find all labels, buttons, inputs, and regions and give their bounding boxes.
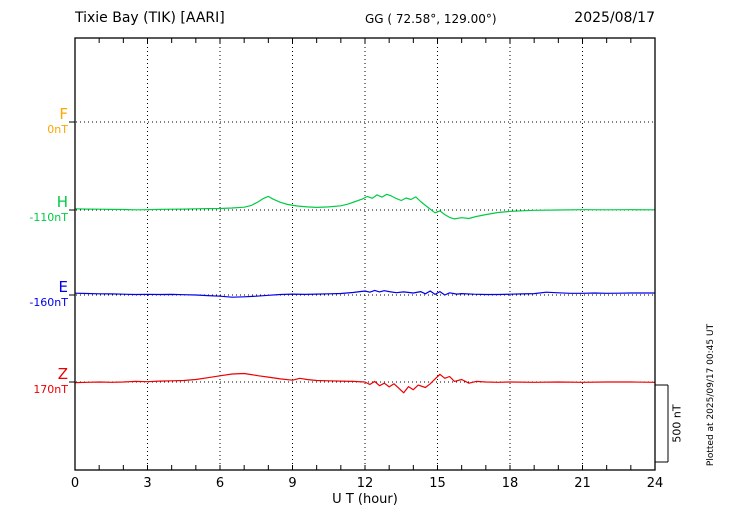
trace-e xyxy=(74,289,655,298)
x-tick-label: 3 xyxy=(143,476,152,491)
component-baseline-e: -160nT xyxy=(29,296,68,309)
x-tick-label: 15 xyxy=(429,476,446,491)
x-tick-label: 12 xyxy=(356,476,374,491)
component-baseline-h: -110nT xyxy=(29,211,68,224)
plotted-at-note: Plotted at 2025/09/17 00:45 UT xyxy=(706,323,716,467)
x-tick-label: 0 xyxy=(70,476,80,491)
x-tick-label: 21 xyxy=(574,476,591,491)
x-tick-label: 18 xyxy=(501,476,519,491)
trace-z xyxy=(74,372,656,394)
x-tick-label: 9 xyxy=(288,476,297,491)
x-axis-label: U T (hour) xyxy=(332,492,398,507)
component-baseline-f: 0nT xyxy=(47,123,68,136)
station-title: Tixie Bay (TIK) [AARI] xyxy=(75,10,225,26)
component-label-z: Z xyxy=(57,365,68,383)
x-tick-label: 24 xyxy=(646,476,664,491)
trace-h xyxy=(74,193,656,220)
plot-date: 2025/08/17 xyxy=(574,10,655,26)
component-baseline-z: 170nT xyxy=(33,383,68,396)
component-label-f: F xyxy=(59,105,68,123)
component-label-h: H xyxy=(56,193,68,211)
plot-border xyxy=(74,37,656,471)
scale-bar-label: 500 nT xyxy=(670,404,684,443)
component-label-e: E xyxy=(58,278,68,296)
x-tick-label: 6 xyxy=(215,476,225,491)
geographic-coordinates: GG ( 72.58°, 129.00°) xyxy=(365,12,497,26)
